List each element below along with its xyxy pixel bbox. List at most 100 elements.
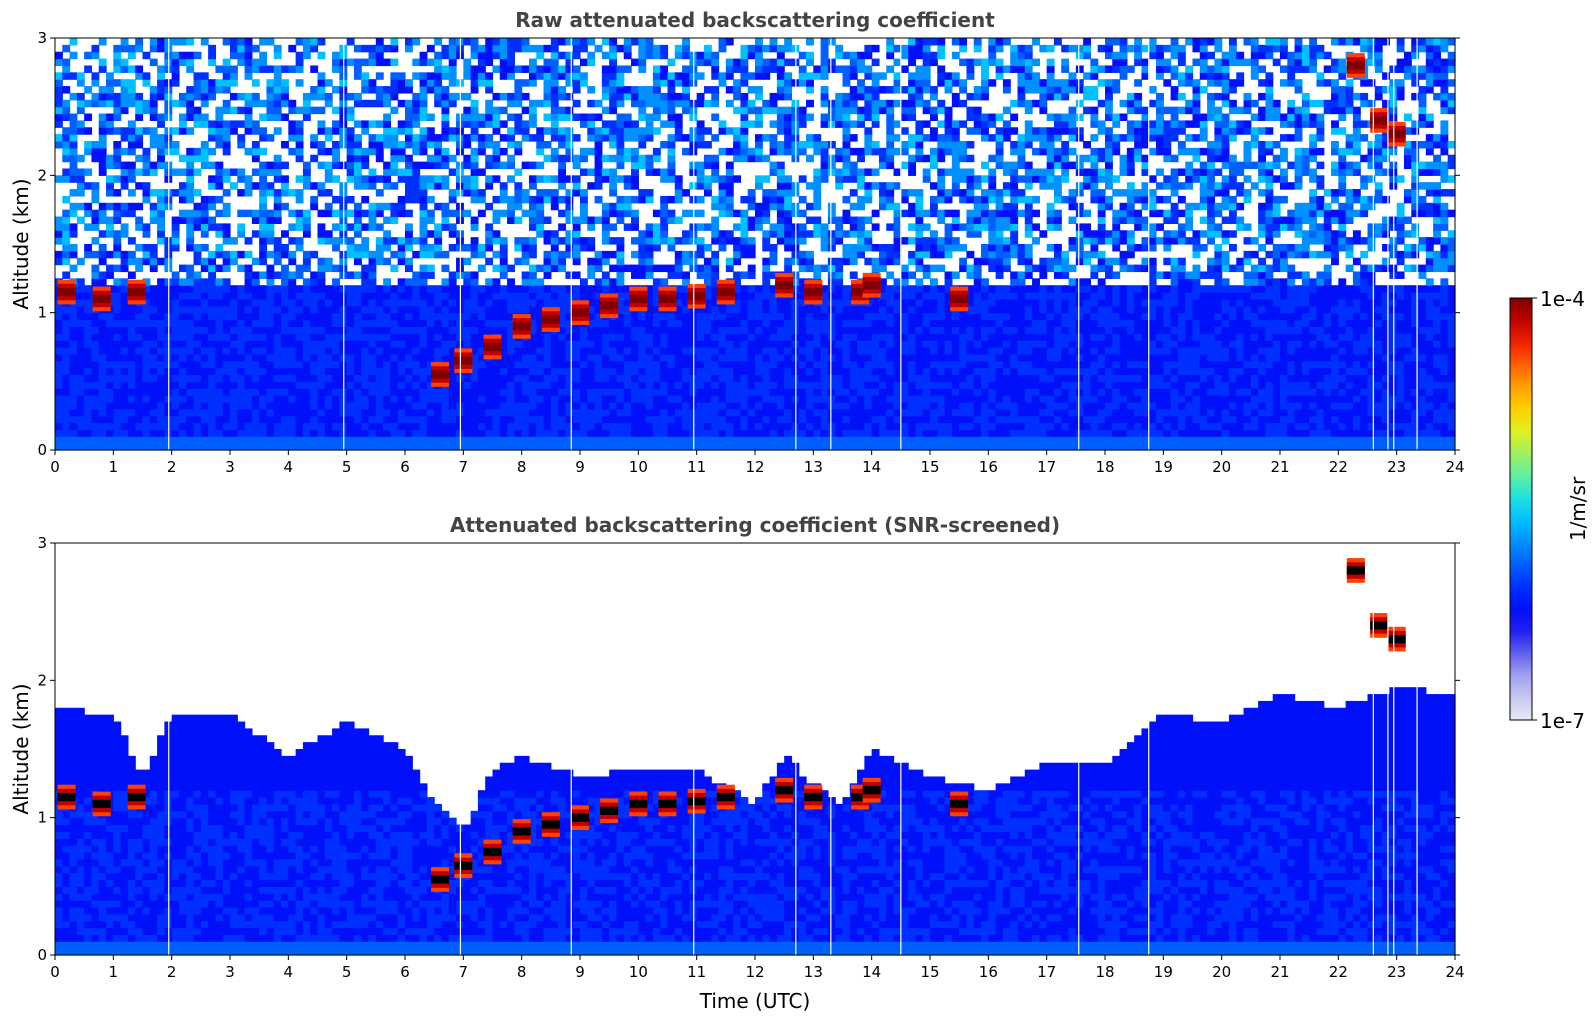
heatmap-cell [827,113,836,121]
heatmap-cell [740,127,749,135]
heatmap-cell [711,401,720,410]
heatmap-cell [106,99,114,108]
heatmap-cell [470,65,479,73]
heatmap-cell [98,134,107,142]
heatmap-cell [91,443,100,451]
heatmap-cell [711,72,720,80]
heatmap-cell [572,38,581,46]
heatmap-cell [273,415,282,424]
heatmap-cell [703,244,712,252]
heatmap-cell [259,134,268,142]
heatmap-cell [645,134,654,142]
heatmap-cell [383,415,392,424]
heatmap-cell [645,374,654,382]
heatmap-cell [186,99,195,108]
heatmap-cell [463,182,472,190]
heatmap-cell [674,237,683,245]
heatmap-cell [419,230,428,238]
heatmap-cell [733,223,742,231]
heatmap-cell [157,436,165,444]
heatmap-cell [776,408,785,417]
heatmap-cell [616,195,625,204]
heatmap-cell [514,99,523,108]
heatmap-cell [609,319,618,327]
heatmap-cell [565,292,574,300]
heatmap-cell [835,271,844,279]
heatmap-cell [536,278,545,286]
heatmap-cell [171,65,180,73]
heatmap-cell [390,147,399,156]
heatmap-cell [616,244,625,252]
heatmap-cell [594,44,603,53]
heatmap-cell [572,436,581,444]
heatmap-cell [215,175,224,183]
heatmap-cell [485,422,494,430]
heatmap-cell [135,395,144,403]
heatmap-cell [616,147,625,156]
heatmap-cell [587,99,596,108]
heatmap-cell [725,360,734,369]
heatmap-cell [208,51,217,60]
heatmap-cell [302,319,311,327]
heatmap-cell [448,189,457,197]
heatmap-cell [769,195,778,204]
heatmap-cell [295,347,304,355]
heatmap-cell [62,168,71,176]
heatmap-cell [820,443,829,451]
heatmap-cell [419,250,428,259]
heatmap-cell [251,429,260,437]
heatmap-cell [157,147,165,156]
heatmap-cell [580,292,588,300]
heatmap-cell [609,422,618,430]
heatmap-cell [127,257,136,266]
heatmap-cell [448,154,457,163]
heatmap-cell [106,436,114,444]
heatmap-cell [171,340,180,348]
heatmap-cell [302,182,311,190]
heatmap-cell [747,285,756,293]
heatmap-cell [616,367,625,376]
heatmap-cell [601,326,610,334]
heatmap-cell [383,237,392,245]
heatmap-cell [499,72,508,80]
heatmap-cell [368,340,377,348]
heatmap-cell [113,154,122,163]
heatmap-cell [251,154,260,163]
heatmap-cell [703,408,712,417]
heatmap-cell [813,65,822,73]
heatmap-cell [419,429,428,437]
heatmap-cell [565,347,574,355]
heatmap-cell [230,415,238,424]
heatmap-cell [842,381,851,389]
heatmap-cell [784,422,793,430]
heatmap-cell [784,141,793,149]
heatmap-cell [645,422,654,430]
heatmap-cell [200,319,209,327]
heatmap-cell [324,312,333,321]
heatmap-cell [361,395,370,403]
heatmap-cell [718,401,727,410]
heatmap-cell [419,374,428,382]
heatmap-cell [565,408,574,417]
heatmap-cell [200,141,209,149]
heatmap-cell [405,127,413,135]
heatmap-cell [135,353,144,362]
heatmap-cell [222,436,231,444]
heatmap-cell [514,182,523,190]
heatmap-cell [711,374,720,382]
heatmap-cell [747,319,756,327]
heatmap-cell [383,113,392,121]
heatmap-cell [798,257,807,266]
heatmap-cell [725,319,734,327]
heatmap-cell [302,381,311,389]
heatmap-cell [514,195,523,204]
heatmap-cell [317,415,326,424]
heatmap-cell [813,319,822,327]
heatmap-cell [667,195,676,204]
heatmap-cell [142,340,151,348]
heatmap-cell [230,333,238,341]
heatmap-cell [200,436,209,444]
heatmap-cell [208,79,217,87]
heatmap-cell [835,367,844,376]
heatmap-cell [740,347,749,355]
